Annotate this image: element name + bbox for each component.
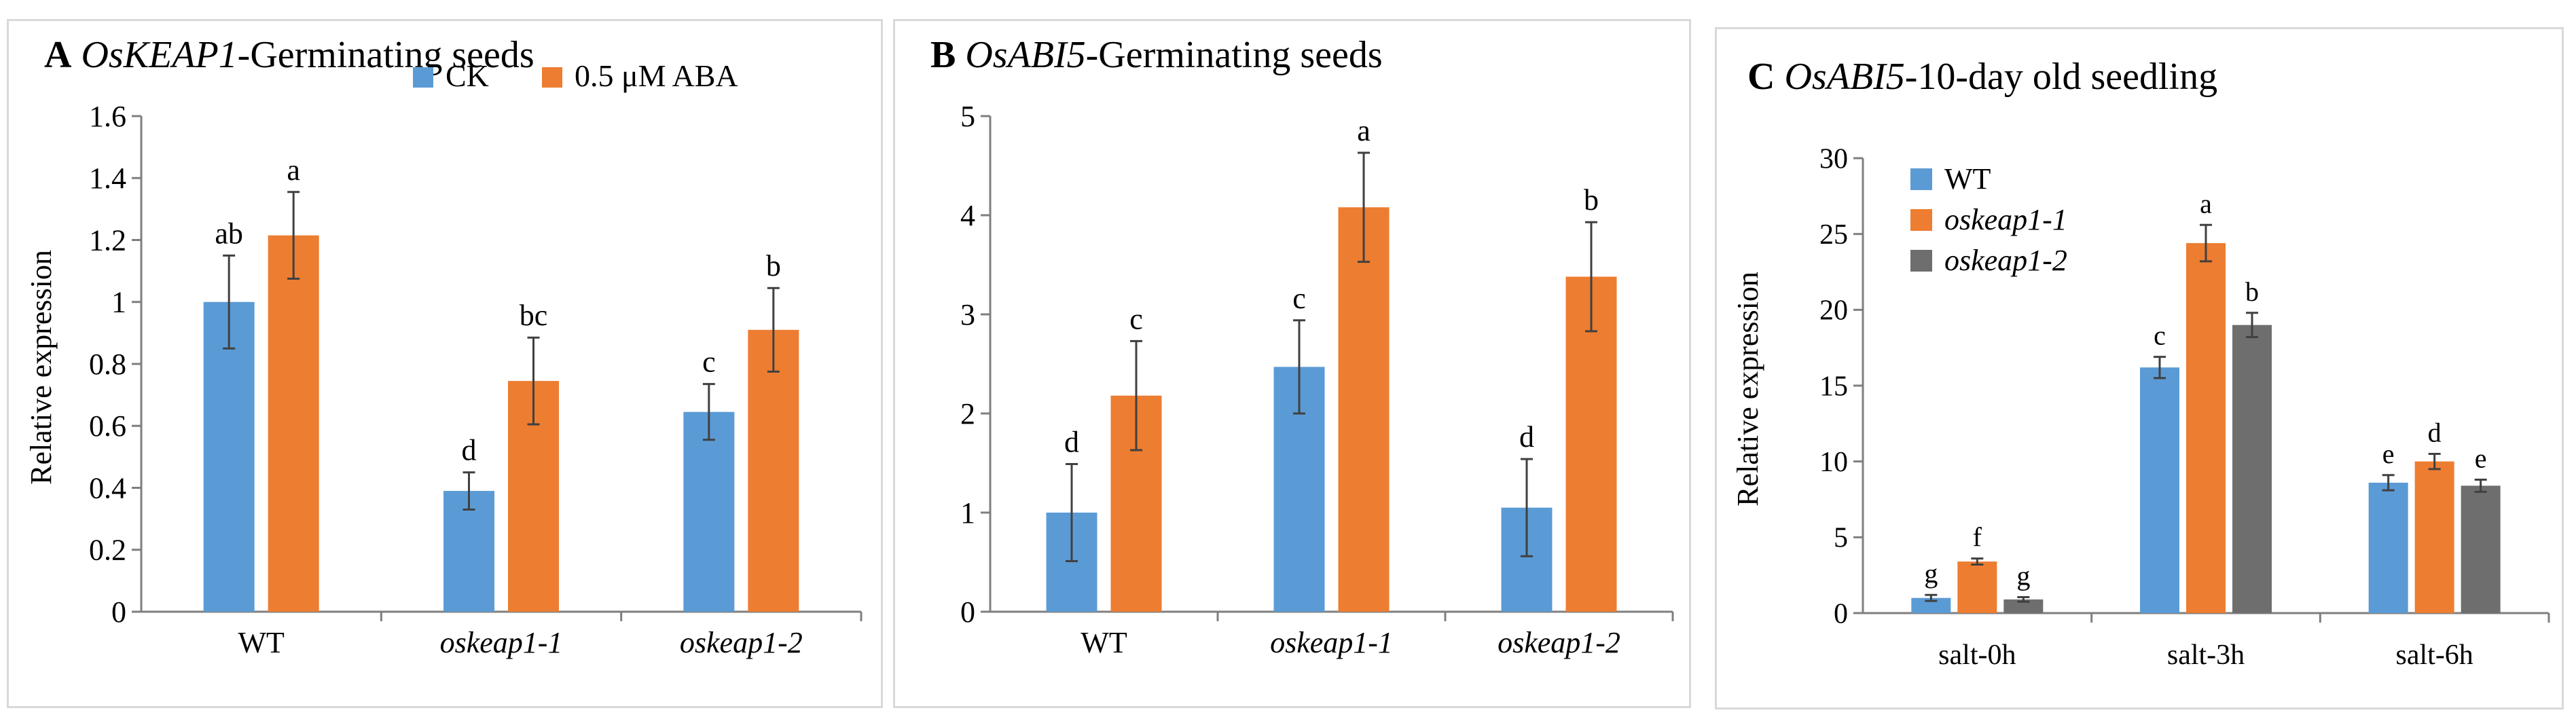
significance-label: g bbox=[2016, 561, 2030, 591]
significance-label: a bbox=[287, 153, 300, 187]
y-tick-label: 0.2 bbox=[89, 534, 126, 567]
category-label: oskeap1-1 bbox=[1270, 626, 1393, 659]
title-rest: -Germinating seeds bbox=[237, 34, 534, 76]
bar bbox=[683, 411, 735, 612]
legend-label: 0.5 μM ABA bbox=[575, 58, 738, 93]
legend-swatch bbox=[1910, 250, 1932, 272]
legend-swatch bbox=[413, 67, 433, 88]
category-label: WT bbox=[1081, 626, 1127, 659]
y-axis-label: Relative expression bbox=[24, 250, 58, 485]
bar bbox=[203, 301, 255, 612]
significance-label: g bbox=[1924, 558, 1938, 589]
bar bbox=[1957, 561, 1997, 613]
y-tick-label: 30 bbox=[1819, 143, 1848, 174]
y-tick-label: 0.4 bbox=[89, 471, 126, 504]
category-label: salt-3h bbox=[2167, 640, 2245, 671]
bar bbox=[1565, 276, 1617, 612]
y-tick-label: 4 bbox=[960, 199, 975, 232]
y-tick-label: 2 bbox=[960, 397, 975, 430]
significance-label: c bbox=[2154, 320, 2166, 351]
y-tick-label: 0.6 bbox=[89, 409, 126, 443]
significance-label: c bbox=[1292, 282, 1306, 315]
category-label: salt-0h bbox=[1938, 640, 2016, 671]
significance-label: c bbox=[702, 346, 716, 379]
category-label: salt-6h bbox=[2396, 640, 2473, 671]
gene-name: OsKEAP1 bbox=[81, 34, 238, 76]
y-tick-label: 1.4 bbox=[89, 162, 126, 195]
significance-label: ab bbox=[215, 217, 243, 250]
bar bbox=[2414, 461, 2454, 613]
category-label: oskeap1-1 bbox=[440, 626, 563, 659]
significance-label: b bbox=[2245, 276, 2259, 307]
bar bbox=[443, 491, 494, 612]
significance-label: a bbox=[1357, 114, 1371, 147]
significance-label: f bbox=[1973, 522, 1982, 553]
chart-panel-a: A OsKEAP1-Germinating seeds 0 0.2 0.4 0.6 0.8… bbox=[7, 19, 883, 708]
category-label: oskeap1-2 bbox=[680, 626, 803, 659]
panel-letter: A bbox=[44, 34, 72, 76]
title-rest: -Germinating seeds bbox=[1085, 34, 1383, 76]
chart-title-b: B OsABI5-Germinating seeds bbox=[930, 36, 1383, 74]
significance-label: d bbox=[462, 434, 477, 467]
bar bbox=[1338, 207, 1390, 612]
chart-panel-c: C OsABI5-10-day old seedling 0 5 10 15 20 25 30… bbox=[1715, 27, 2564, 709]
panel-letter: C bbox=[1747, 56, 1775, 98]
y-axis-label: Relative expression bbox=[1731, 272, 1764, 506]
bar bbox=[1911, 597, 1951, 613]
chart-svg-b: 0 1 2 3 4 5 WT d c oskeap1-1 c a oskeap1-2 d b bbox=[960, 100, 1674, 659]
legend-swatch bbox=[1910, 168, 1932, 190]
significance-label: d bbox=[2428, 418, 2442, 448]
significance-label: d bbox=[1064, 425, 1079, 458]
legend-label: oskeap1-1 bbox=[1944, 203, 2067, 236]
significance-label: bc bbox=[520, 299, 548, 332]
bar bbox=[2232, 325, 2272, 613]
y-tick-label: 5 bbox=[1834, 523, 1848, 554]
legend-swatch bbox=[542, 67, 562, 88]
significance-label: b bbox=[766, 249, 781, 282]
panel-letter: B bbox=[930, 34, 956, 76]
y-tick-label: 20 bbox=[1819, 295, 1848, 327]
legend-label: CK bbox=[446, 58, 489, 93]
gene-name: OsABI5 bbox=[965, 34, 1086, 76]
y-tick-label: 10 bbox=[1819, 447, 1848, 478]
bar bbox=[2140, 367, 2179, 613]
y-tick-label: 5 bbox=[960, 100, 975, 133]
significance-label: d bbox=[1519, 420, 1534, 454]
y-tick-label: 1.6 bbox=[89, 100, 126, 133]
title-rest: -10-day old seedling bbox=[1904, 56, 2218, 98]
bar bbox=[2368, 482, 2408, 613]
y-tick-label: 25 bbox=[1819, 219, 1848, 251]
significance-label: a bbox=[2200, 188, 2212, 219]
bar bbox=[268, 235, 319, 612]
category-label: oskeap1-2 bbox=[1498, 626, 1620, 659]
legend-label: oskeap1-2 bbox=[1944, 244, 2067, 277]
category-label: WT bbox=[238, 626, 285, 659]
chart-title-a: A OsKEAP1-Germinating seeds bbox=[44, 36, 534, 74]
y-tick-label: 1 bbox=[960, 496, 975, 530]
y-tick-label: 0.8 bbox=[89, 348, 126, 381]
y-tick-label: 3 bbox=[960, 298, 975, 331]
bar bbox=[2186, 243, 2226, 614]
y-tick-label: 1.2 bbox=[89, 223, 126, 257]
significance-label: b bbox=[1584, 183, 1599, 217]
significance-label: e bbox=[2475, 443, 2487, 473]
bar bbox=[2003, 599, 2044, 613]
significance-label: c bbox=[1129, 302, 1143, 335]
y-tick-label: 15 bbox=[1819, 371, 1848, 402]
chart-title-c: C OsABI5-10-day old seedling bbox=[1747, 58, 2217, 96]
chart-svg-c: 0 5 10 15 20 25 30 Relative expression salt-0h g f… bbox=[1731, 143, 2550, 671]
y-tick-label: 0 bbox=[1834, 598, 1848, 629]
bar bbox=[748, 329, 799, 612]
y-tick-label: 1 bbox=[111, 286, 126, 319]
chart-panel-b: B OsABI5-Germinating seeds 0 1 2 3 4 5 WT d c oske… bbox=[893, 19, 1691, 708]
y-tick-label: 0 bbox=[111, 595, 126, 629]
bar bbox=[2461, 485, 2501, 613]
significance-label: e bbox=[2382, 439, 2395, 469]
legend-label: WT bbox=[1944, 162, 1991, 196]
legend-swatch bbox=[1910, 209, 1932, 231]
y-tick-label: 0 bbox=[960, 595, 975, 629]
chart-svg-a: 0 0.2 0.4 0.6 0.8 1 1.2 1.4 1.6 Relative expressi… bbox=[24, 58, 863, 659]
gene-name: OsABI5 bbox=[1784, 56, 1905, 98]
